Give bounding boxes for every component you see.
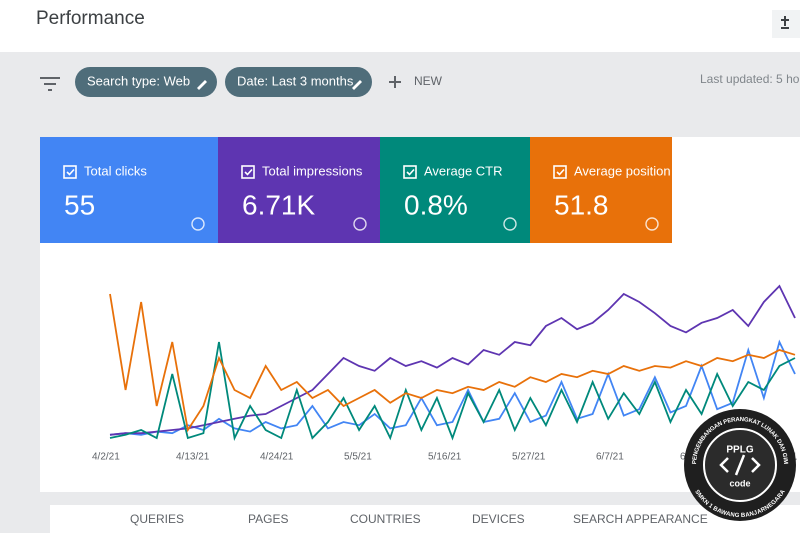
checkmark	[66, 168, 75, 176]
filter-icon[interactable]	[40, 77, 60, 91]
badge-top: PPLG	[726, 445, 753, 456]
chip-label: Date: Last 3 months	[237, 73, 354, 88]
checkbox	[553, 165, 567, 179]
new-filter[interactable]: NEW	[414, 74, 443, 88]
checkmark	[556, 168, 565, 176]
filter-chip[interactable]	[75, 67, 217, 97]
metric-value: 0.8%	[404, 189, 468, 220]
trend-line	[109, 284, 796, 436]
metric-value: 51.8	[554, 189, 609, 220]
date-label: 4/13/21	[176, 452, 210, 463]
checkmark	[244, 168, 253, 176]
tab[interactable]: PAGES	[248, 512, 288, 526]
tab[interactable]: QUERIES	[130, 512, 184, 526]
metric-label: Average CTR	[424, 163, 503, 178]
download-icon	[781, 16, 789, 29]
last-updated: Last updated: 5 hou	[700, 72, 800, 86]
checkmark	[406, 168, 415, 176]
date-label: 4/2/21	[92, 452, 120, 463]
edit-icon	[352, 80, 362, 90]
date-label: 5/16/21	[428, 452, 462, 463]
help-icon[interactable]	[191, 217, 205, 231]
page-title: Performance	[36, 8, 145, 29]
metric-value: 55	[64, 189, 95, 220]
trend-line	[109, 293, 796, 433]
tab[interactable]: DEVICES	[472, 512, 525, 526]
metric-card[interactable]	[40, 137, 218, 243]
help-icon[interactable]	[503, 217, 517, 231]
metric-label: Average position	[574, 163, 671, 178]
help-icon[interactable]	[645, 217, 659, 231]
trend-line	[109, 339, 796, 436]
checkbox	[403, 165, 417, 179]
metric-label: Total clicks	[84, 163, 147, 178]
date-label: 4/24/21	[260, 452, 294, 463]
date-label: 6/7/21	[596, 452, 624, 463]
metric-card[interactable]	[530, 137, 672, 243]
date-label: 5/27/21	[512, 452, 546, 463]
checkbox	[63, 165, 77, 179]
badge-bottom: code	[729, 478, 750, 488]
metric-value: 6.71K	[242, 189, 315, 220]
badge-code-icon	[719, 454, 761, 476]
help-icon[interactable]	[353, 217, 367, 231]
metric-card[interactable]	[380, 137, 530, 243]
metric-card[interactable]	[218, 137, 380, 243]
tab[interactable]: COUNTRIES	[350, 512, 421, 526]
date-label: 5/5/21	[344, 452, 372, 463]
add-icon	[389, 76, 401, 88]
tabs-bar	[50, 505, 800, 533]
metric-label: Total impressions	[262, 163, 363, 178]
checkbox	[241, 165, 255, 179]
filter-chip[interactable]	[225, 67, 372, 97]
header-bar	[0, 0, 800, 52]
chip-label: Search type: Web	[87, 73, 190, 88]
edit-icon	[197, 80, 207, 90]
trend-line	[109, 341, 796, 441]
tab[interactable]: SEARCH APPEARANCE	[573, 512, 708, 526]
